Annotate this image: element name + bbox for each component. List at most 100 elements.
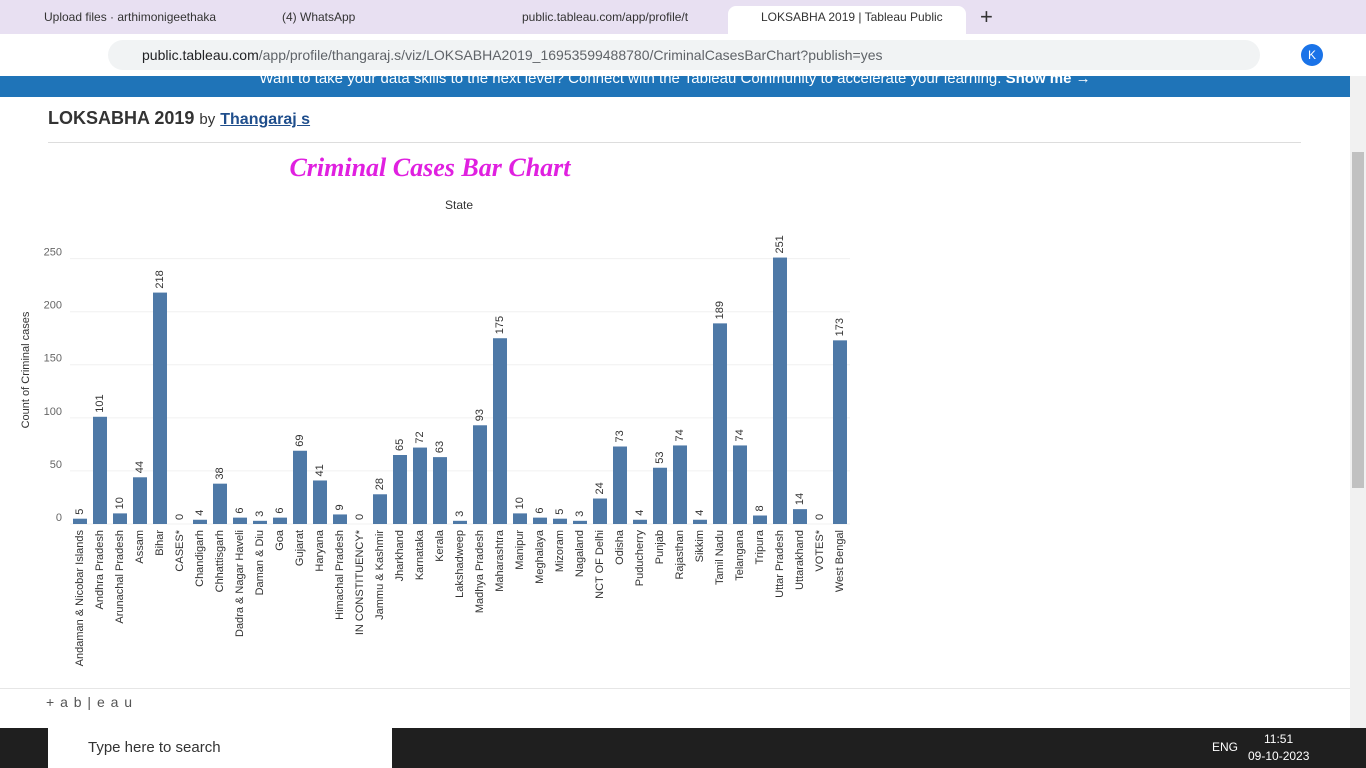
language[interactable]: ENG bbox=[1212, 740, 1239, 754]
bar bbox=[573, 520, 587, 524]
y-tick-label: 50 bbox=[50, 459, 62, 471]
value-label: 5 bbox=[554, 509, 566, 515]
value-label: 24 bbox=[594, 482, 606, 494]
x-axis-title: State bbox=[445, 198, 473, 212]
bar bbox=[473, 425, 487, 524]
bar bbox=[493, 338, 507, 524]
value-label: 173 bbox=[834, 318, 846, 336]
bar bbox=[213, 483, 227, 524]
banner-link[interactable]: Show me → bbox=[1005, 76, 1091, 87]
y-tick-label: 250 bbox=[44, 247, 62, 259]
bar bbox=[653, 467, 667, 524]
x-tick-label: Haryana bbox=[314, 529, 326, 571]
tab[interactable]: LOKSABHA 2019 | Tableau Public bbox=[728, 6, 966, 34]
search-text: Type here to search bbox=[88, 739, 221, 756]
x-tick-label: Chhattisgarh bbox=[214, 530, 226, 592]
bar bbox=[393, 455, 407, 524]
bar bbox=[273, 517, 287, 524]
url-host: public.tableau.com bbox=[142, 47, 259, 63]
y-tick-label: 150 bbox=[44, 353, 62, 365]
value-label: 0 bbox=[814, 514, 826, 520]
bar bbox=[833, 340, 847, 524]
value-label: 65 bbox=[394, 439, 406, 451]
x-tick-label: Punjab bbox=[654, 530, 666, 564]
value-label: 6 bbox=[534, 508, 546, 514]
value-label: 6 bbox=[234, 508, 246, 514]
x-tick-label: Himachal Pradesh bbox=[334, 530, 346, 620]
value-label: 93 bbox=[474, 409, 486, 421]
bar bbox=[133, 477, 147, 524]
new-tab[interactable]: + bbox=[980, 4, 993, 29]
x-tick-label: Sikkim bbox=[694, 530, 706, 562]
bar bbox=[373, 494, 387, 524]
value-label: 41 bbox=[314, 464, 326, 476]
tab-title: LOKSABHA 2019 | Tableau Public bbox=[761, 10, 943, 24]
clock-time[interactable]: 11:51 bbox=[1264, 732, 1294, 746]
tableau-toolbar: + a b | e a u bbox=[0, 688, 1350, 717]
x-tick-label: Nagaland bbox=[574, 530, 586, 577]
tab-title: public.tableau.com/app/profile/t bbox=[522, 10, 689, 24]
bar bbox=[193, 519, 207, 524]
value-label: 74 bbox=[734, 429, 746, 441]
x-tick-label: Arunachal Pradesh bbox=[114, 530, 126, 624]
profile-avatar[interactable]: K bbox=[1301, 44, 1323, 66]
omnibox[interactable]: public.tableau.com/app/profile/thangaraj… bbox=[108, 40, 1260, 70]
bar bbox=[553, 518, 567, 524]
tab[interactable]: (4) WhatsApp bbox=[252, 6, 482, 34]
x-tick-label: VOTES* bbox=[814, 529, 826, 571]
value-label: 175 bbox=[494, 316, 506, 334]
value-label: 9 bbox=[334, 504, 346, 510]
tab-title: (4) WhatsApp bbox=[282, 10, 356, 24]
divider bbox=[48, 142, 1301, 143]
search-box[interactable]: Type here to search bbox=[48, 728, 392, 768]
x-tick-label: Rajasthan bbox=[674, 530, 686, 580]
tab[interactable]: public.tableau.com/app/profile/t bbox=[490, 6, 722, 34]
bar bbox=[693, 519, 707, 524]
bar bbox=[93, 416, 107, 524]
y-tick-label: 0 bbox=[56, 512, 62, 524]
banner: Want to take your data skills to the nex… bbox=[0, 76, 1350, 97]
value-label: 10 bbox=[514, 497, 526, 509]
x-tick-label: Dadra & Nagar Haveli bbox=[234, 530, 246, 637]
value-label: 6 bbox=[274, 508, 286, 514]
x-tick-label: Telangana bbox=[734, 529, 746, 581]
scroll-thumb[interactable] bbox=[1352, 152, 1364, 488]
x-tick-label: Manipur bbox=[514, 530, 526, 570]
value-label: 72 bbox=[414, 431, 426, 443]
value-label: 3 bbox=[574, 511, 586, 517]
x-tick-label: Tamil Nadu bbox=[714, 530, 726, 585]
taskbar: Type here to search ENG 11:51 09-10-2023 bbox=[0, 728, 1366, 768]
value-label: 44 bbox=[134, 461, 146, 473]
x-tick-label: Maharashtra bbox=[494, 529, 506, 592]
bar bbox=[113, 513, 127, 524]
author-link[interactable]: Thangaraj s bbox=[220, 111, 311, 128]
value-label: 5 bbox=[74, 509, 86, 515]
tab[interactable]: Upload files · arthimonigeethaka bbox=[14, 6, 244, 34]
value-label: 38 bbox=[214, 467, 226, 479]
bar bbox=[673, 445, 687, 524]
bar bbox=[533, 517, 547, 524]
value-label: 8 bbox=[754, 505, 766, 511]
tab-title: Upload files · arthimonigeethaka bbox=[44, 10, 217, 24]
tableau-brand: + a b | e a u bbox=[46, 694, 134, 710]
x-tick-label: Meghalaya bbox=[534, 529, 546, 584]
x-tick-label: NCT OF Delhi bbox=[594, 530, 606, 599]
value-label: 69 bbox=[294, 435, 306, 447]
x-tick-label: Gujarat bbox=[294, 530, 306, 566]
clock-date[interactable]: 09-10-2023 bbox=[1248, 749, 1310, 763]
x-tick-label: Andaman & Nicobar Islands bbox=[74, 530, 86, 667]
bar bbox=[73, 518, 87, 524]
chart: Criminal Cases Bar Chart State Count of … bbox=[20, 153, 850, 667]
x-tick-label: Jammu & Kashmir bbox=[374, 530, 386, 620]
x-tick-label: Madhya Pradesh bbox=[474, 530, 486, 613]
value-label: 28 bbox=[374, 478, 386, 490]
value-label: 0 bbox=[174, 514, 186, 520]
x-tick-label: West Bengal bbox=[834, 530, 846, 592]
x-tick-label: Daman & Diu bbox=[254, 530, 266, 595]
value-label: 53 bbox=[654, 451, 666, 463]
value-label: 3 bbox=[254, 511, 266, 517]
y-tick-label: 100 bbox=[44, 406, 62, 418]
bar bbox=[633, 519, 647, 524]
